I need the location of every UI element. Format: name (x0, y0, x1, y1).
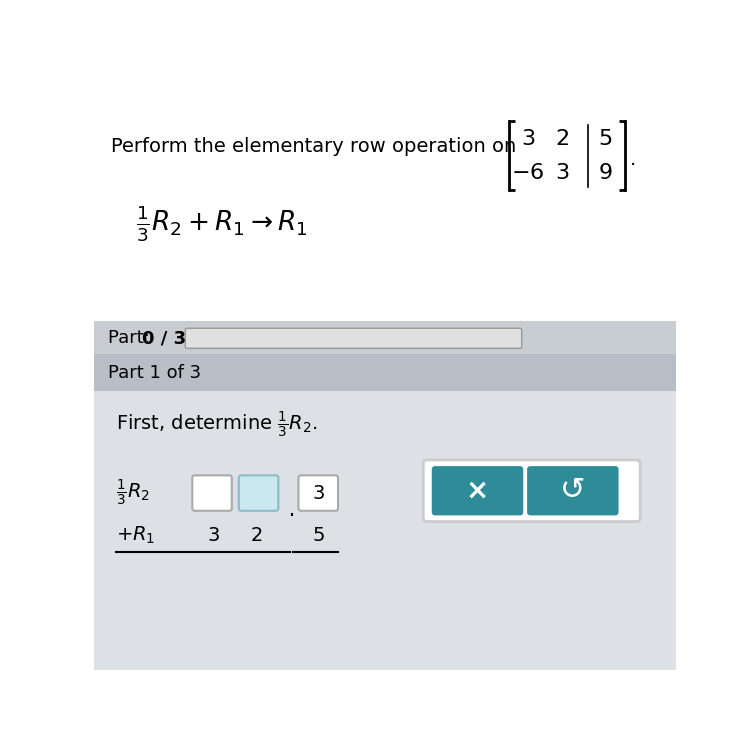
FancyBboxPatch shape (298, 475, 338, 511)
FancyBboxPatch shape (239, 475, 279, 511)
Text: 9: 9 (599, 163, 612, 183)
Text: $\frac{1}{3}R_2 + R_1 \rightarrow R_1$: $\frac{1}{3}R_2 + R_1 \rightarrow R_1$ (137, 203, 308, 244)
FancyBboxPatch shape (424, 460, 641, 522)
Text: ×: × (466, 477, 489, 505)
FancyBboxPatch shape (185, 328, 522, 349)
Text: Part 1 of 3: Part 1 of 3 (108, 364, 201, 382)
Text: Part:: Part: (108, 329, 155, 347)
Text: $+R_1$: $+R_1$ (116, 525, 155, 546)
Text: 3: 3 (208, 526, 220, 545)
Text: $-6$: $-6$ (511, 163, 544, 183)
Text: 5: 5 (599, 129, 613, 149)
Text: 2: 2 (250, 526, 263, 545)
Text: 3: 3 (520, 129, 535, 149)
FancyBboxPatch shape (192, 475, 232, 511)
Text: ↺: ↺ (560, 476, 586, 505)
Text: 3: 3 (312, 483, 325, 502)
FancyBboxPatch shape (94, 90, 676, 322)
Text: $\frac{1}{3}R_2$: $\frac{1}{3}R_2$ (116, 478, 149, 508)
Text: Perform the elementary row operation on: Perform the elementary row operation on (111, 137, 516, 156)
Text: First, determine $\frac{1}{3}R_2$.: First, determine $\frac{1}{3}R_2$. (116, 410, 318, 441)
Text: 3: 3 (556, 163, 570, 183)
Text: 2: 2 (556, 129, 570, 149)
Text: .: . (630, 150, 636, 169)
FancyBboxPatch shape (94, 322, 676, 355)
Text: 0 / 3: 0 / 3 (142, 329, 186, 347)
FancyBboxPatch shape (432, 466, 523, 515)
Text: 5: 5 (312, 526, 325, 545)
FancyBboxPatch shape (94, 392, 676, 670)
FancyBboxPatch shape (94, 355, 676, 392)
FancyBboxPatch shape (527, 466, 619, 515)
